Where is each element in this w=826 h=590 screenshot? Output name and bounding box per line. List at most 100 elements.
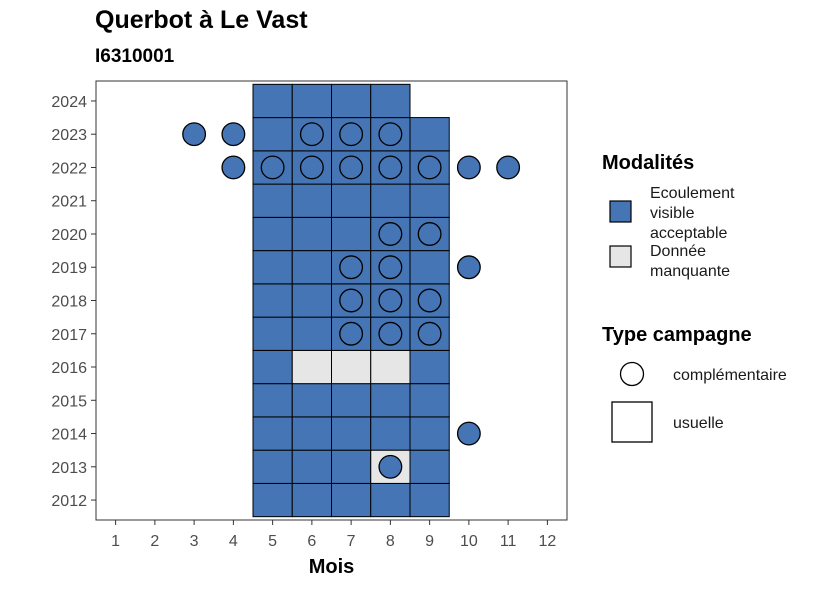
x-tick-label: 4 (229, 533, 238, 550)
campaign-point-2022-7 (339, 155, 364, 180)
chart-subtitle: I6310001 (95, 46, 175, 67)
campaign-point-2017-8 (378, 321, 403, 346)
campaign-point-2022-9 (417, 155, 442, 180)
legend-title-modalites: Modalités (602, 152, 694, 174)
x-tick-label: 7 (347, 533, 356, 550)
campaign-point-2014-10 (456, 421, 481, 446)
campaign-point-2020-8 (378, 222, 403, 246)
x-axis-title: Mois (309, 556, 355, 578)
campaign-point-2018-7 (339, 288, 364, 313)
chart-title: Querbot à Le Vast (95, 6, 308, 34)
campaign-point-2023-8 (378, 122, 403, 147)
y-tick-label: 2014 (51, 427, 87, 444)
tile-2021-5 (252, 183, 293, 218)
tile-2016-8 (370, 349, 411, 385)
tile-2013-9 (409, 449, 450, 484)
tile-2014-5 (252, 416, 293, 451)
tile-2023-9 (409, 117, 450, 152)
tile-2019-6 (291, 250, 332, 285)
tile-2012-5 (252, 482, 293, 518)
tile-2017-6 (291, 316, 332, 351)
tile-2020-7 (331, 216, 372, 252)
campaign-point-2022-8 (378, 155, 403, 180)
tile-2024-8 (370, 83, 411, 119)
tile-2016-9 (409, 349, 450, 385)
tile-2013-7 (331, 449, 372, 484)
campaign-point-2023-3 (182, 122, 207, 147)
campaign-point-2017-9 (417, 321, 442, 346)
tile-2012-6 (291, 482, 332, 518)
x-tick-label: 11 (500, 533, 517, 550)
legend-key-manquante (609, 245, 632, 268)
tile-2013-5 (252, 449, 293, 484)
campaign-point-2022-6 (299, 155, 324, 180)
x-tick-label: 2 (150, 533, 159, 550)
campaign-point-2023-4 (221, 122, 246, 147)
tile-2017-5 (252, 316, 293, 351)
campaign-point-2022-11 (496, 155, 521, 180)
points-layer (182, 122, 521, 479)
tile-2015-9 (409, 383, 450, 418)
tile-2014-7 (331, 416, 372, 451)
tile-2021-9 (409, 183, 450, 218)
y-tick-label: 2023 (51, 127, 87, 144)
campaign-point-2023-7 (339, 122, 364, 147)
campaign-point-2022-10 (456, 155, 481, 180)
tile-2019-5 (252, 250, 293, 285)
tile-2014-6 (291, 416, 332, 451)
tile-2016-6 (291, 349, 332, 385)
x-tick-label: 9 (425, 533, 434, 550)
tile-2012-8 (370, 482, 411, 518)
tile-2021-8 (370, 183, 411, 218)
x-tick-label: 10 (460, 533, 478, 550)
legend-label-ecoulement: Ecoulement (650, 185, 735, 202)
legend-key-ecoulement (609, 200, 632, 223)
legend-label-ecoulement: visible (650, 205, 695, 222)
legend-key-complementaire (619, 361, 645, 387)
y-tick-label: 2018 (51, 294, 87, 311)
tile-2014-9 (409, 416, 450, 451)
tile-2024-5 (252, 83, 293, 119)
y-tick-label: 2013 (51, 460, 87, 477)
y-tick-label: 2016 (51, 360, 87, 377)
legend-label-ecoulement: acceptable (650, 225, 727, 242)
campaign-point-2017-7 (339, 321, 364, 346)
tile-2012-9 (409, 482, 450, 518)
campaign-point-2013-8 (378, 454, 403, 479)
x-tick-label: 3 (190, 533, 199, 550)
tile-2013-6 (291, 449, 332, 484)
x-tick-label: 12 (538, 533, 556, 550)
tile-2012-7 (331, 482, 372, 518)
tile-2021-7 (331, 183, 372, 218)
tile-2020-6 (291, 216, 332, 252)
x-tick-label: 1 (111, 533, 120, 550)
y-tick-label: 2019 (51, 260, 87, 277)
y-tick-label: 2020 (51, 227, 87, 244)
legend-label-square: usuelle (673, 415, 724, 432)
tile-2020-5 (252, 216, 293, 252)
campaign-point-2022-5 (260, 155, 285, 180)
campaign-point-2019-7 (339, 255, 364, 280)
tile-2018-6 (291, 283, 332, 318)
tile-2024-7 (331, 83, 372, 119)
x-tick-label: 8 (386, 533, 395, 550)
campaign-point-2018-8 (378, 288, 403, 313)
legend-title-type-campagne: Type campagne (602, 324, 752, 346)
tile-2016-7 (331, 349, 372, 385)
legend-key-usuelle (611, 401, 653, 443)
campaign-point-2019-10 (456, 255, 481, 280)
legend-label-manquante: Donnée (650, 243, 706, 260)
tile-2015-8 (370, 383, 411, 418)
tile-2021-6 (291, 183, 332, 218)
tile-2014-8 (370, 416, 411, 451)
y-tick-label: 2015 (51, 393, 87, 410)
y-tick-label: 2021 (51, 194, 87, 211)
y-axis: 2012 2013 2014 2015 2016 2017 2018 2019 2020 2021… (51, 94, 96, 510)
tile-2018-5 (252, 283, 293, 318)
y-tick-label: 2017 (51, 327, 87, 344)
legend: Modalités Ecoulement visible acceptableDonn… (602, 152, 787, 443)
tile-2015-7 (331, 383, 372, 418)
legend-label-manquante: manquante (650, 263, 730, 280)
x-axis: 1 2 3 4 5 6 7 8 9 10 11 12 (111, 520, 556, 550)
